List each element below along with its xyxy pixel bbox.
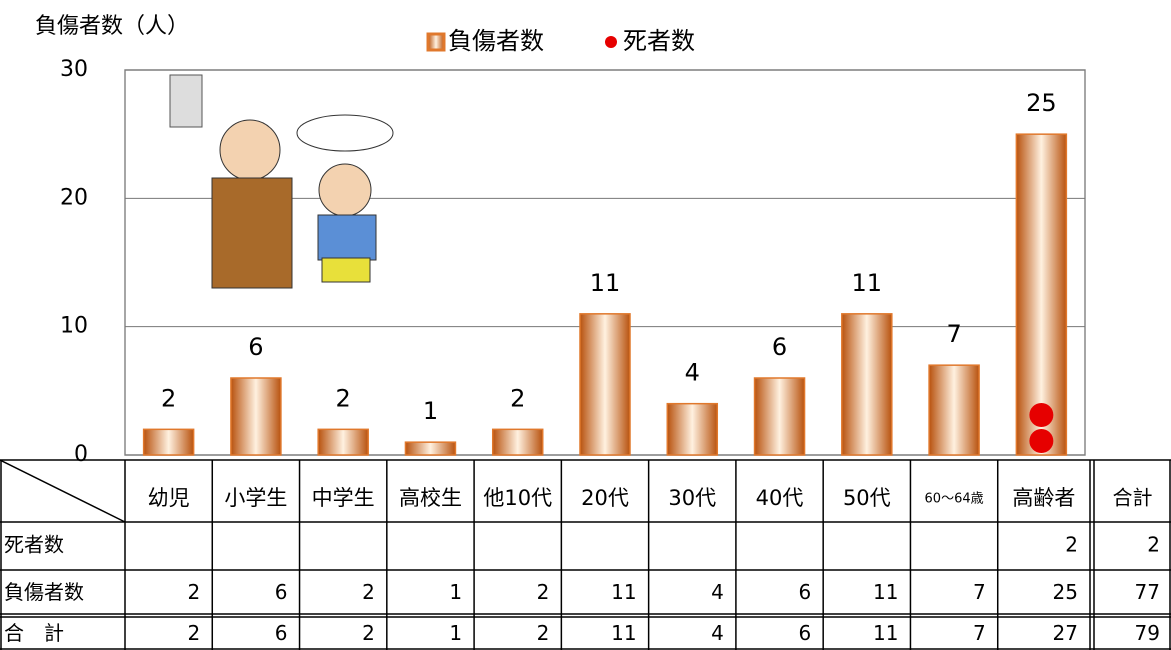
x-tick-label: 30代 [668, 486, 716, 510]
table-cell: 2 [362, 580, 375, 604]
value-label: 7 [946, 320, 961, 348]
x-tick-label: 60～64歳 [925, 492, 984, 507]
x-tick-label: 中学生 [312, 486, 375, 510]
table-cell: 7 [973, 621, 986, 645]
bar [230, 377, 282, 456]
table-cell: 2 [1065, 533, 1078, 557]
value-label: 2 [510, 384, 525, 412]
y-axis-label: 負傷者数（人） [35, 14, 189, 39]
bar [1015, 133, 1068, 456]
bar [491, 428, 544, 456]
y-tick-label: 20 [60, 185, 88, 210]
table-cell: 4 [711, 580, 724, 604]
row-label: 負傷者数 [4, 580, 84, 604]
bar [142, 428, 195, 456]
x-tick-label: 50代 [843, 486, 891, 510]
table-cell: 25 [1053, 580, 1078, 604]
x-tick-label: 他10代 [483, 486, 552, 510]
value-label: 6 [248, 333, 263, 361]
y-tick-label: 0 [74, 442, 88, 467]
value-label: 2 [336, 384, 351, 412]
table-total: 2 [1147, 533, 1160, 557]
value-label: 11 [590, 269, 621, 297]
table-cell: 2 [362, 621, 375, 645]
row-label: 死者数 [4, 533, 64, 557]
y-tick-label: 30 [60, 57, 88, 82]
table-cell: 2 [537, 580, 550, 604]
table-cell: 2 [188, 621, 201, 645]
legend-marker [426, 32, 446, 52]
bar [753, 377, 806, 456]
table-cell: 2 [188, 580, 201, 604]
bar [666, 402, 719, 456]
bar [317, 428, 369, 456]
x-tick-label: 40代 [756, 486, 804, 510]
table-cell: 6 [275, 580, 288, 604]
bar [841, 313, 893, 456]
illustration [169, 74, 394, 289]
x-tick-label: 高齢者 [1012, 486, 1075, 510]
x-tick-label: 幼児 [148, 486, 190, 510]
y-tick-label: 10 [60, 314, 88, 339]
value-label: 2 [161, 384, 176, 412]
value-label: 6 [772, 333, 787, 361]
table-rule [0, 459, 126, 523]
legend-label: 死者数 [623, 27, 695, 55]
table-cell: 6 [798, 580, 811, 604]
table-cell: 4 [711, 621, 724, 645]
x-tick-label: 高校生 [399, 486, 462, 510]
table-cell: 2 [537, 621, 550, 645]
x-tick-label: 20代 [581, 486, 629, 510]
table-cell: 1 [449, 621, 462, 645]
row-label: 合 計 [4, 621, 64, 645]
legend-marker [605, 36, 617, 48]
table-cell: 1 [449, 580, 462, 604]
x-tick-label: 小学生 [224, 486, 287, 510]
death-dot [1029, 429, 1054, 453]
bar [579, 313, 631, 456]
bar [404, 441, 457, 456]
table-cell: 27 [1053, 621, 1078, 645]
table-cell: 11 [611, 621, 636, 645]
bar [928, 364, 980, 456]
value-label: 1 [423, 397, 438, 425]
table-cell: 6 [275, 621, 288, 645]
death-dot [1029, 403, 1054, 427]
value-label: 4 [685, 359, 700, 387]
table-header: 合計 [1113, 486, 1153, 510]
legend-label: 負傷者数 [448, 27, 544, 55]
value-label: 11 [852, 269, 883, 297]
table-cell: 6 [798, 621, 811, 645]
table-total: 79 [1135, 621, 1160, 645]
table-total: 77 [1135, 580, 1160, 604]
table-cell: 11 [873, 621, 898, 645]
value-label: 25 [1026, 89, 1057, 117]
table-cell: 11 [873, 580, 898, 604]
table-cell: 7 [973, 580, 986, 604]
table-cell: 11 [611, 580, 636, 604]
